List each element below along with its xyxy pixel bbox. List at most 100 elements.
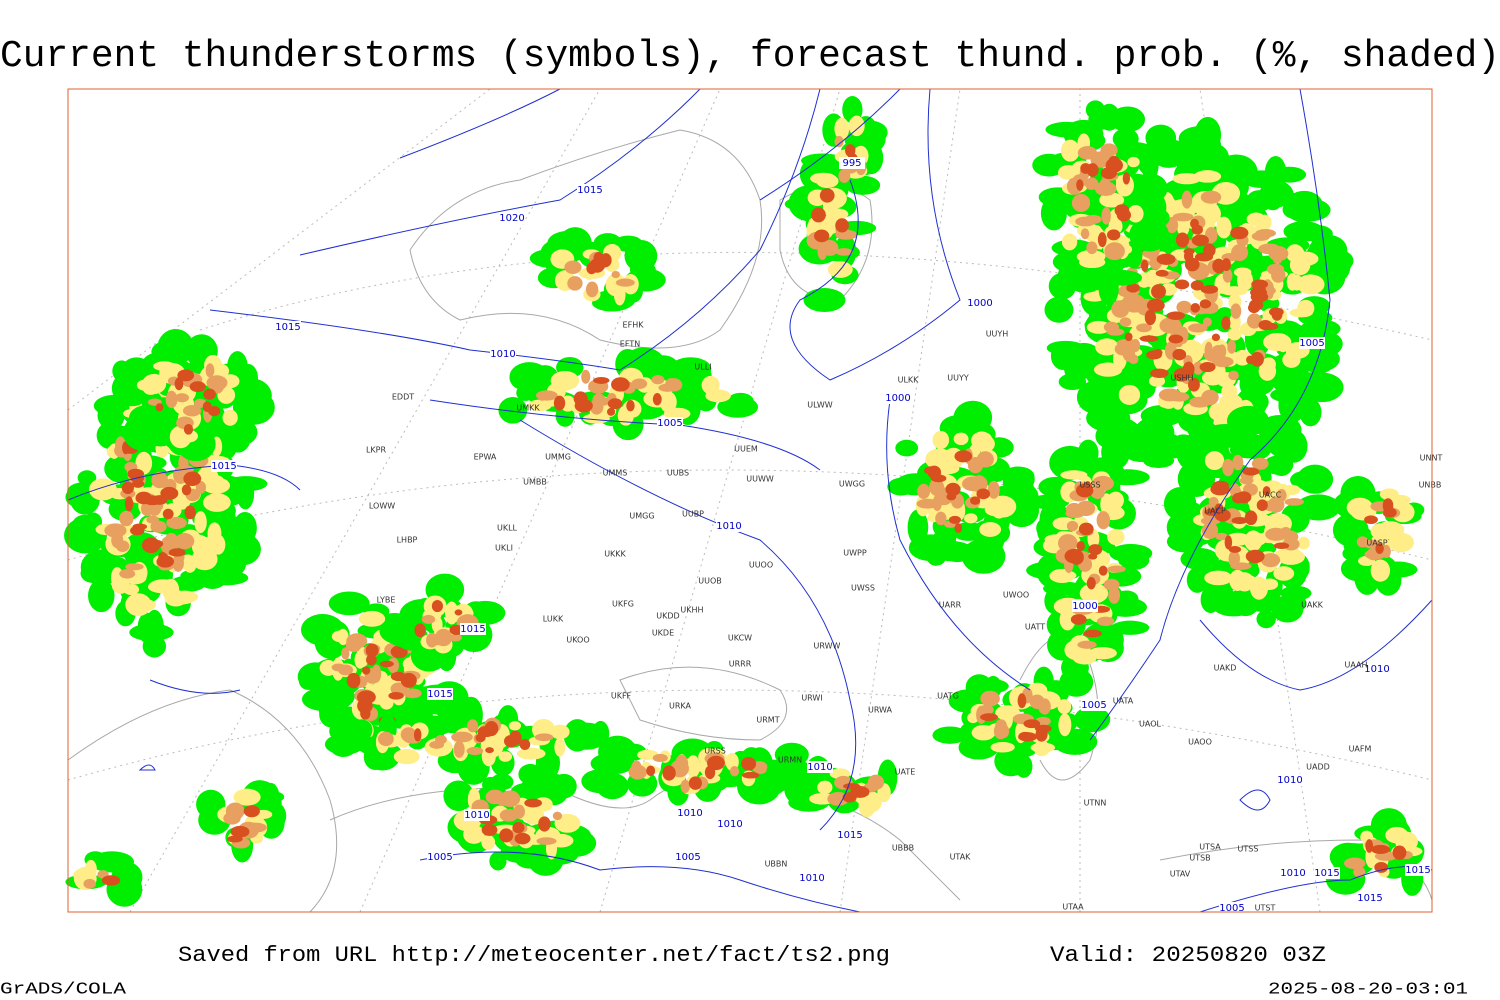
shade xyxy=(976,488,991,500)
station-code: LKPR xyxy=(366,446,387,455)
shade xyxy=(945,482,961,497)
shade xyxy=(1144,309,1156,326)
shade xyxy=(547,230,589,257)
shade xyxy=(1227,327,1242,341)
shade xyxy=(1061,233,1078,251)
station-code: UTAK xyxy=(950,853,972,862)
shade xyxy=(1044,296,1074,323)
shade xyxy=(155,403,164,412)
isobar-label: 1000 xyxy=(967,298,992,309)
shade xyxy=(680,779,691,794)
isobar-label-bg xyxy=(716,520,742,532)
shade xyxy=(1202,317,1212,327)
station-code: UBBB xyxy=(892,844,914,853)
station-code: UKDE xyxy=(652,629,674,638)
shade xyxy=(970,475,988,493)
shade xyxy=(1150,368,1169,378)
station-code: UAAH xyxy=(1344,661,1367,670)
shade xyxy=(1250,351,1264,367)
shade xyxy=(1168,334,1184,344)
shade xyxy=(582,413,610,424)
station-code: UKHH xyxy=(680,606,703,615)
station-code: USHH xyxy=(1171,374,1194,383)
shade xyxy=(1100,167,1117,180)
shade xyxy=(1261,357,1276,372)
shade xyxy=(1103,578,1120,591)
shade xyxy=(1391,502,1415,523)
shade xyxy=(552,811,563,821)
shade xyxy=(1242,467,1260,476)
shade xyxy=(1098,103,1120,131)
shade xyxy=(454,609,463,616)
shade xyxy=(1174,279,1190,290)
shade xyxy=(346,672,361,689)
isobar-label-bg xyxy=(460,623,486,635)
shade xyxy=(1172,323,1184,339)
station-code: EFHK xyxy=(623,321,645,330)
shade xyxy=(1201,522,1219,539)
shade xyxy=(976,451,994,468)
shade xyxy=(1392,845,1407,860)
shade xyxy=(1115,130,1134,145)
shade xyxy=(172,554,184,572)
shade xyxy=(183,404,202,417)
shade xyxy=(177,369,195,382)
shade xyxy=(522,805,545,825)
shade xyxy=(1262,322,1279,331)
shade xyxy=(1353,866,1366,878)
shade xyxy=(651,375,665,385)
map-border xyxy=(67,88,1433,913)
station-code: UACP xyxy=(1204,507,1226,516)
shade xyxy=(1163,487,1197,521)
shade xyxy=(1099,192,1125,208)
shade xyxy=(197,568,227,589)
shade xyxy=(429,740,445,749)
shade xyxy=(178,454,189,473)
shade xyxy=(652,393,662,406)
shade xyxy=(917,483,931,500)
isobar-label: 1010 xyxy=(1364,664,1389,675)
shade xyxy=(194,511,207,534)
station-code: UWSS xyxy=(851,584,875,593)
shade xyxy=(1141,145,1159,182)
shade xyxy=(1023,719,1041,729)
station-code: UATE xyxy=(895,768,916,777)
shade xyxy=(1099,417,1143,453)
shade xyxy=(524,798,543,808)
shade xyxy=(1204,570,1233,586)
shade xyxy=(1297,536,1310,550)
shade xyxy=(1273,255,1282,264)
shade xyxy=(123,583,140,596)
shade xyxy=(1094,181,1117,196)
shade xyxy=(1123,296,1146,313)
isobar-label-bg xyxy=(1280,867,1306,879)
shade xyxy=(932,430,950,450)
shade xyxy=(481,824,498,836)
shade xyxy=(1090,487,1105,499)
shade xyxy=(930,474,947,483)
isobar-label: 1010 xyxy=(1280,868,1305,879)
shade xyxy=(1175,232,1190,248)
shade xyxy=(1271,595,1304,623)
shade xyxy=(1273,566,1295,581)
shade xyxy=(567,276,583,291)
shade xyxy=(1122,172,1131,185)
shade xyxy=(835,248,853,256)
shade xyxy=(1124,332,1133,342)
shade xyxy=(485,789,505,805)
shade xyxy=(1107,565,1126,573)
shade xyxy=(467,719,479,733)
shade xyxy=(147,581,169,593)
shade xyxy=(1250,287,1268,298)
shade xyxy=(742,771,760,779)
shade xyxy=(834,117,850,140)
shade xyxy=(629,261,656,278)
shade xyxy=(83,878,97,889)
shade xyxy=(328,591,370,616)
shade xyxy=(1050,341,1075,370)
shade xyxy=(1233,267,1252,278)
shade xyxy=(895,439,919,457)
isobar-label-bg xyxy=(1277,774,1303,786)
shade xyxy=(1178,126,1220,152)
station-code: UAOL xyxy=(1139,720,1161,729)
